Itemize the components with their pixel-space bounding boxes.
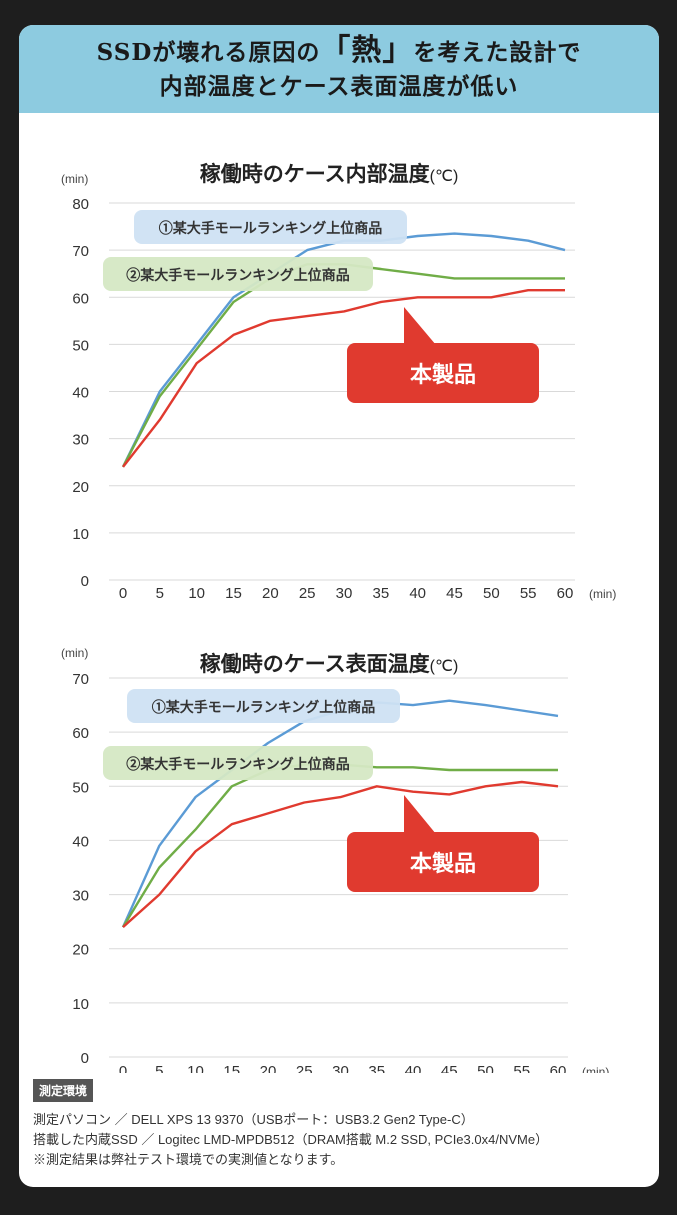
x-tick-label: 15 bbox=[223, 1063, 240, 1073]
series-label-box-2 bbox=[103, 257, 373, 291]
y-tick-label: 30 bbox=[72, 432, 89, 449]
x-tick-label: 0 bbox=[119, 585, 127, 602]
callout-pointer bbox=[404, 795, 436, 834]
y-tick-label: 60 bbox=[72, 290, 89, 307]
x-tick-label: 55 bbox=[513, 1063, 530, 1073]
series-label-3: 本製品 bbox=[410, 851, 476, 876]
x-tick-label: 40 bbox=[409, 585, 426, 602]
x-tick-label: 20 bbox=[262, 585, 279, 602]
y-tick-label: 70 bbox=[72, 671, 89, 688]
x-tick-label: 55 bbox=[520, 585, 537, 602]
y-tick-label: 20 bbox=[72, 479, 89, 496]
series-line-1 bbox=[121, 699, 559, 928]
x-tick-label: 60 bbox=[557, 585, 574, 602]
chart-title-unit: (℃) bbox=[430, 168, 459, 185]
series-line-3 bbox=[122, 780, 559, 928]
x-tick-label: 5 bbox=[155, 1063, 163, 1073]
environment-label: 測定環境 bbox=[33, 1079, 94, 1102]
y-tick-label: 80 bbox=[72, 196, 89, 213]
chart-internal-temperature: 稼働時のケース内部温度(℃) (min) 0 10 20 30 40 50 60 70 80 0 5 10… bbox=[61, 162, 616, 602]
y-tick-label: 50 bbox=[72, 779, 89, 796]
series-label-2: ②某大手モールランキング上位商品 bbox=[126, 267, 350, 283]
y-tick-label: 20 bbox=[72, 942, 89, 959]
chart-title: 稼働時のケース内部温度(℃) bbox=[200, 162, 459, 186]
y-tick-label: 10 bbox=[72, 996, 89, 1013]
measurement-environment: 測定環境 測定パソコン ／ DELL XPS 13 9370（USBポート：US… bbox=[33, 1079, 653, 1170]
y-tick-label: 40 bbox=[72, 833, 89, 850]
callout-box bbox=[347, 343, 539, 403]
x-axis-unit-label: (min) bbox=[582, 1065, 609, 1073]
x-axis-unit-label: (min) bbox=[589, 587, 616, 601]
callout-pointer bbox=[404, 307, 436, 345]
y-tick-label: 50 bbox=[72, 337, 89, 354]
x-tick-label: 30 bbox=[336, 585, 353, 602]
x-tick-label: 35 bbox=[368, 1063, 385, 1073]
x-tick-label: 30 bbox=[332, 1063, 349, 1073]
x-tick-label: 10 bbox=[187, 1063, 204, 1073]
series-label-1: ①某大手モールランキング上位商品 bbox=[152, 699, 376, 715]
x-tick-label: 50 bbox=[483, 585, 500, 602]
y-tick-label: 30 bbox=[72, 888, 89, 905]
main-card: SSDが壊れる原因の「熱」を考えた設計で 内部温度とケース表面温度が低い 稼働時… bbox=[19, 25, 659, 1187]
header-line1-big: 「熱」 bbox=[320, 33, 414, 68]
environment-line-1: 測定パソコン ／ DELL XPS 13 9370（USBポート：USB3.2 … bbox=[33, 1112, 474, 1127]
chart-surface-temperature: 稼働時のケース表面温度(℃) (min) 0 10 20 30 40 50 60 70 0 5 10 15… bbox=[61, 646, 609, 1073]
x-tick-label: 40 bbox=[405, 1063, 422, 1073]
x-tick-label: 45 bbox=[441, 1063, 458, 1073]
y-axis-unit-label: (min) bbox=[61, 172, 88, 186]
series-label-1: ①某大手モールランキング上位商品 bbox=[159, 220, 383, 236]
header-line1-pre: SSDが壊れる原因の bbox=[96, 39, 321, 66]
y-tick-label: 40 bbox=[72, 385, 89, 402]
y-tick-label: 70 bbox=[72, 243, 89, 260]
y-tick-label: 60 bbox=[72, 725, 89, 742]
callout-box bbox=[347, 832, 539, 892]
x-tick-label: 0 bbox=[119, 1063, 127, 1073]
x-tick-label: 15 bbox=[225, 585, 242, 602]
x-tick-label: 5 bbox=[156, 585, 164, 602]
environment-line-3: ※測定結果は弊社テスト環境での実測値となります。 bbox=[33, 1152, 344, 1167]
header-line-2: 内部温度とケース表面温度が低い bbox=[159, 73, 519, 100]
header-banner: SSDが壊れる原因の「熱」を考えた設計で 内部温度とケース表面温度が低い bbox=[19, 25, 659, 113]
y-axis-unit-label: (min) bbox=[61, 646, 88, 660]
x-tick-label: 20 bbox=[260, 1063, 277, 1073]
y-tick-label: 10 bbox=[72, 526, 89, 543]
y-tick-label: 0 bbox=[81, 1050, 89, 1067]
series-label-box-2 bbox=[103, 746, 373, 780]
x-tick-label: 10 bbox=[188, 585, 205, 602]
x-tick-label: 45 bbox=[446, 585, 463, 602]
chart-title: 稼働時のケース表面温度(℃) bbox=[200, 652, 459, 676]
header-line-1: SSDが壊れる原因の「熱」を考えた設計で bbox=[97, 34, 582, 70]
x-tick-label: 25 bbox=[296, 1063, 313, 1073]
environment-line-2: 搭載した内蔵SSD ／ Logitec LMD-MPDB512（DRAM搭載 M… bbox=[33, 1132, 549, 1147]
x-tick-label: 60 bbox=[550, 1063, 567, 1073]
chart-title-unit: (℃) bbox=[430, 658, 459, 675]
y-tick-label: 0 bbox=[81, 573, 89, 590]
series-label-box-1 bbox=[134, 210, 407, 244]
x-tick-label: 35 bbox=[372, 585, 389, 602]
x-tick-label: 50 bbox=[477, 1063, 494, 1073]
series-label-3: 本製品 bbox=[410, 362, 476, 387]
series-line-3 bbox=[122, 288, 565, 468]
x-tick-label: 25 bbox=[299, 585, 316, 602]
series-label-box-1 bbox=[127, 689, 400, 723]
header-line1-post: を考えた設計で bbox=[413, 39, 582, 66]
series-label-2: ②某大手モールランキング上位商品 bbox=[126, 756, 350, 772]
